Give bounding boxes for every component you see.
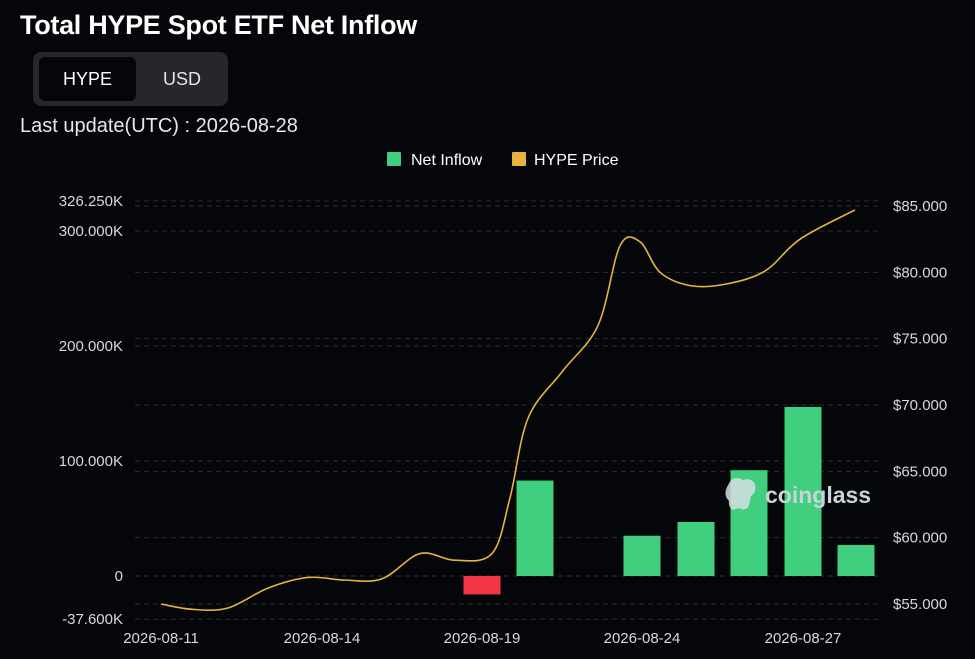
toggle-usd-button[interactable]: USD	[162, 69, 201, 89]
x-tick-label: 2026-08-14	[284, 630, 361, 647]
y-right-tick-label: $70.000	[893, 397, 947, 414]
page-title: Total HYPE Spot ETF Net Inflow	[20, 10, 417, 40]
toggle-hype-button[interactable]: HYPE	[39, 57, 136, 101]
y-right-tick-label: $85.000	[893, 198, 947, 215]
bar-net-inflow	[677, 521, 715, 576]
y-right-tick-label: $60.000	[893, 530, 947, 547]
y-left-tick-label: 0	[115, 568, 123, 585]
y-right-tick-label: $55.000	[893, 596, 947, 613]
legend-net-inflow-label: Net Inflow	[411, 152, 483, 169]
currency-toggle: HYPE USD	[33, 52, 228, 106]
x-tick-label: 2026-08-24	[604, 630, 681, 647]
legend-net-inflow-swatch	[387, 152, 401, 166]
y-left-tick-label: 326.250K	[59, 193, 123, 210]
y-left-tick-label: 200.000K	[59, 338, 123, 355]
last-update-label: Last update(UTC) :	[20, 115, 196, 137]
x-tick-label: 2026-08-11	[123, 630, 199, 647]
watermark-text: coinglass	[765, 482, 871, 508]
bar-net-inflow	[837, 544, 875, 576]
y-left-tick-label: 100.000K	[59, 453, 123, 470]
last-update-value: 2026-08-28	[195, 115, 298, 137]
y-right-tick-label: $80.000	[893, 264, 947, 281]
y-left-tick-label: -37.600K	[62, 611, 123, 628]
bar-net-inflow	[623, 535, 661, 576]
y-right-tick-label: $65.000	[893, 463, 947, 480]
hype-price-line	[160, 209, 856, 612]
last-update: Last update(UTC) : 2026-08-28	[20, 115, 298, 138]
x-tick-label: 2026-08-19	[444, 630, 521, 647]
bar-net-inflow	[784, 406, 822, 576]
x-tick-label: 2026-08-27	[765, 630, 842, 647]
coinglass-logo-icon	[725, 478, 756, 510]
bar-net-inflow	[463, 576, 501, 595]
y-right-tick-label: $75.000	[893, 331, 947, 348]
y-left-tick-label: 300.000K	[59, 223, 123, 240]
bar-net-inflow	[516, 480, 554, 576]
legend-hype-price-label: HYPE Price	[534, 152, 619, 169]
legend-hype-price-swatch	[512, 152, 526, 166]
